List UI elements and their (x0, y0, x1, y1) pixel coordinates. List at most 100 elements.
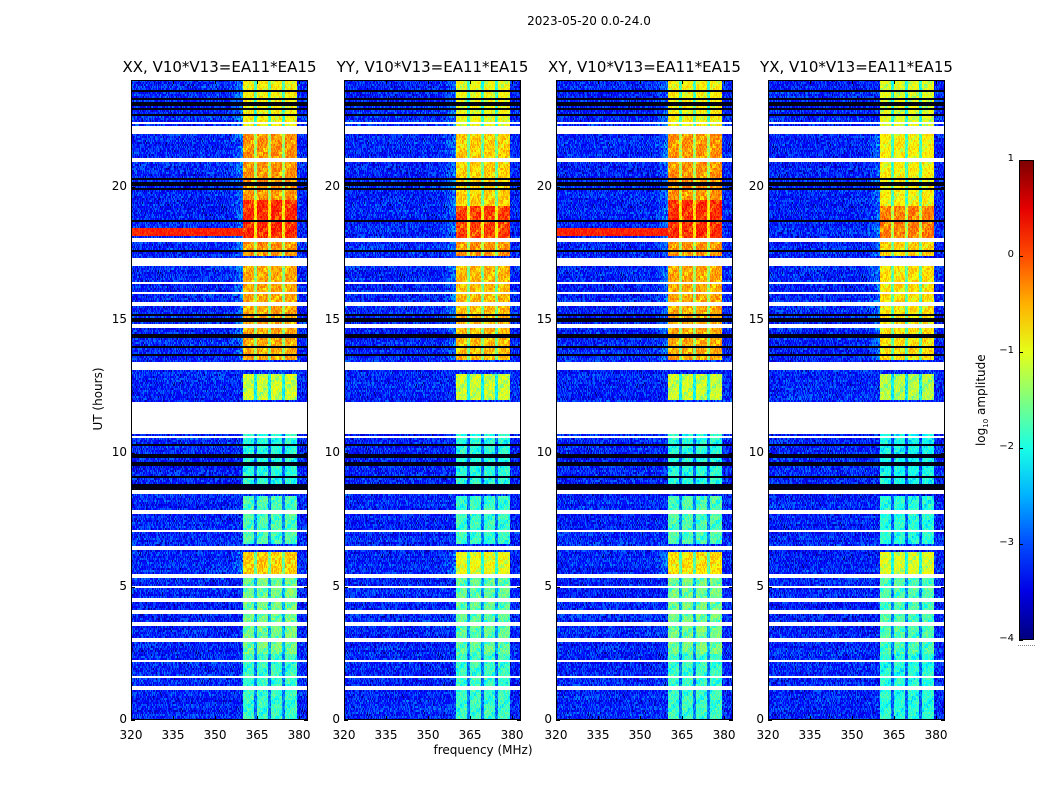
y-tick-label: 15 (748, 312, 764, 326)
x-tick-bottom (810, 716, 811, 720)
y-tick-label: 15 (536, 312, 552, 326)
panel-xy: XY, V10*V13=EA11*EA15 320 335 350 365 380 0 5 1… (537, 58, 741, 742)
y-tick-left (131, 720, 135, 721)
x-tick-label: 320 (332, 728, 356, 742)
x-tick-bottom (215, 716, 217, 720)
x-tick-top (173, 80, 174, 84)
y-tick-label: 0 (119, 712, 127, 726)
y-tick-label: 5 (119, 578, 127, 593)
y-tick-right (729, 453, 733, 455)
y-tick-right (304, 453, 308, 455)
x-tick-bottom (512, 716, 514, 720)
colorbar-tick (1019, 256, 1023, 257)
x-tick-top (344, 80, 345, 84)
y-tick-label: 10 (111, 445, 127, 460)
heatmap-canvas (768, 80, 945, 720)
y-tick-left (344, 720, 348, 721)
y-tick-left (344, 586, 348, 588)
x-tick-label: 365 (245, 728, 269, 742)
y-tick-label: 0 (756, 712, 764, 726)
heatmap-canvas (131, 80, 308, 720)
y-tick-right (729, 720, 733, 721)
x-tick-bottom (386, 716, 387, 720)
x-tick-bottom (936, 716, 938, 720)
x-axis-label: frequency (MHz) (433, 743, 533, 757)
panel-title: XY, V10*V13=EA11*EA15 (548, 58, 741, 76)
panel-title: XX, V10*V13=EA11*EA15 (122, 58, 317, 76)
colorbar-tick-label: −4 (999, 633, 1014, 644)
x-tick-top (131, 80, 132, 84)
colorbar-tick-label: 0 (1007, 249, 1014, 260)
y-tick-right (304, 720, 308, 721)
x-tick-label: 380 (924, 728, 948, 742)
x-tick-bottom (852, 716, 854, 720)
y-tick-left (768, 320, 772, 321)
x-tick-top (768, 80, 769, 84)
y-tick-right (941, 320, 945, 321)
y-tick-label: 20 (536, 178, 552, 193)
y-tick-left (556, 186, 560, 188)
panel-xx: XX, V10*V13=EA11*EA15 320 335 350 365 380 0 5 1… (112, 58, 317, 742)
x-tick-label: 350 (628, 728, 652, 742)
y-axis-label: UT (hours) (91, 367, 105, 431)
y-tick-label: 15 (111, 312, 127, 326)
colorbar-tick-label: −2 (999, 441, 1014, 452)
figure-title: 2023-05-20 0.0-24.0 (527, 14, 651, 28)
x-tick-bottom (257, 716, 259, 720)
y-tick-right (517, 320, 521, 321)
x-tick-bottom (682, 716, 684, 720)
y-tick-right (941, 453, 945, 455)
y-tick-left (556, 453, 560, 455)
y-tick-label: 5 (332, 578, 340, 593)
panel-title: YY, V10*V13=EA11*EA15 (336, 58, 529, 76)
y-tick-left (131, 586, 135, 588)
x-tick-top (724, 80, 726, 84)
x-tick-top (257, 80, 259, 84)
x-tick-top (512, 80, 514, 84)
y-tick-label: 15 (324, 312, 340, 326)
x-tick-label: 335 (586, 728, 610, 742)
x-tick-label: 335 (374, 728, 398, 742)
x-tick-label: 350 (416, 728, 440, 742)
y-tick-right (941, 186, 945, 188)
x-tick-label: 380 (712, 728, 736, 742)
colorbar-tick (1019, 640, 1023, 641)
y-tick-left (768, 720, 772, 721)
colorbar-tick-label: 1 (1007, 153, 1014, 164)
y-tick-left (131, 320, 135, 321)
y-tick-label: 5 (756, 578, 764, 593)
colorbar-tick (1019, 352, 1023, 353)
y-tick-right (729, 586, 733, 588)
x-tick-top (215, 80, 217, 84)
colorbar-tick (1019, 160, 1023, 161)
y-tick-label: 20 (324, 178, 340, 193)
y-tick-label: 20 (748, 178, 764, 193)
y-tick-label: 10 (324, 445, 340, 460)
x-tick-top (598, 80, 599, 84)
y-tick-label: 10 (536, 445, 552, 460)
x-tick-top (428, 80, 430, 84)
x-tick-label: 380 (500, 728, 524, 742)
y-tick-left (131, 186, 135, 188)
x-tick-bottom (470, 716, 472, 720)
x-tick-bottom (640, 716, 642, 720)
y-tick-right (304, 186, 308, 188)
y-tick-left (344, 186, 348, 188)
x-tick-label: 320 (119, 728, 143, 742)
colorbar-label-log: log (973, 427, 988, 447)
panel-yx: YX, V10*V13=EA11*EA15 320 335 350 365 380 0 5 1… (749, 58, 953, 742)
x-tick-top (556, 80, 557, 84)
y-tick-right (941, 720, 945, 721)
y-tick-right (729, 186, 733, 188)
y-tick-label: 10 (748, 445, 764, 460)
y-tick-left (768, 586, 772, 588)
x-tick-bottom (344, 716, 345, 720)
x-tick-label: 335 (798, 728, 822, 742)
x-tick-top (470, 80, 472, 84)
x-tick-bottom (428, 716, 430, 720)
y-tick-label: 5 (544, 578, 552, 593)
colorbar-extension (1018, 645, 1035, 646)
x-tick-label: 320 (756, 728, 780, 742)
colorbar-tick (1019, 544, 1023, 545)
y-tick-right (517, 720, 521, 721)
